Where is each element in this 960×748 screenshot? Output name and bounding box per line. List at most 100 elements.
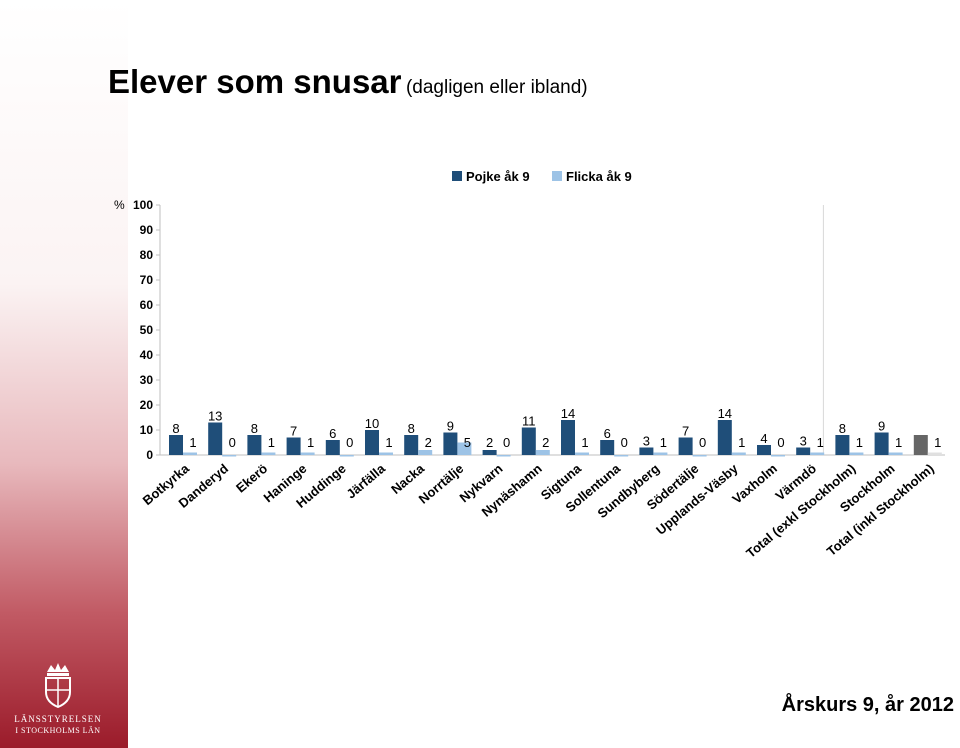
data-label-flicka: 1 (817, 435, 824, 450)
data-label-flicka: 1 (307, 435, 314, 450)
bar-pojke (443, 432, 458, 455)
legend-swatch-pojke (452, 171, 462, 181)
data-label-pojke: 3 (643, 434, 650, 449)
bar-pojke (325, 440, 340, 455)
bar-flicka (614, 455, 629, 457)
bar-flicka (457, 442, 472, 455)
bar-pojke (639, 447, 654, 455)
lansstyrelsen-logo: LÄNSSTYRELSEN I STOCKHOLMS LÄN (8, 662, 108, 735)
bar-pojke (561, 420, 575, 455)
y-tick-label: 40 (140, 348, 154, 362)
bar-flicka (300, 452, 315, 455)
data-label-flicka: 1 (268, 435, 275, 450)
data-label-pojke: 14 (561, 406, 575, 421)
data-label-pojke: 10 (365, 416, 379, 431)
bar-pojke (482, 450, 497, 455)
data-label-flicka: 0 (503, 435, 510, 450)
bar-pojke (365, 430, 379, 455)
y-tick-label: 70 (140, 273, 154, 287)
data-label-flicka: 1 (189, 435, 196, 450)
data-label-pojke: 9 (447, 419, 454, 434)
data-label-pojke: 14 (718, 406, 732, 421)
bar-pojke (757, 445, 771, 455)
data-label-flicka: 2 (542, 435, 549, 450)
bar-flicka (888, 452, 903, 455)
bar-pojke (169, 435, 183, 455)
bar-flicka (692, 455, 707, 457)
data-label-pojke: 11 (522, 414, 536, 429)
bar-flicka (222, 455, 237, 457)
footer-grade-year: Årskurs 9, år 2012 (781, 694, 954, 716)
data-label-pojke: 8 (172, 421, 179, 436)
logo-line-2: I STOCKHOLMS LÄN (15, 726, 101, 735)
bar-flicka (496, 455, 511, 457)
bar-pojke (874, 432, 889, 455)
bar-pojke (913, 435, 928, 455)
y-tick-label: 0 (146, 448, 153, 462)
y-tick-label: 60 (140, 298, 154, 312)
x-tick-label: Norrtälje (416, 461, 467, 507)
data-label-flicka: 1 (934, 435, 941, 450)
x-tick-label: Järfälla (343, 460, 388, 501)
bar-pojke (208, 422, 223, 455)
bar-flicka (418, 450, 433, 455)
title-main: Elever som snusar (108, 63, 402, 100)
y-tick-label: 30 (140, 373, 154, 387)
bar-flicka (653, 452, 668, 455)
data-label-flicka: 1 (895, 435, 902, 450)
data-label-pojke: 13 (208, 409, 222, 424)
bar-pojke (835, 435, 850, 455)
data-label-flicka: 0 (346, 435, 353, 450)
legend-swatch-flicka (552, 171, 562, 181)
data-label-pojke: 7 (290, 424, 297, 439)
data-label-pojke: 8 (917, 421, 924, 436)
data-label-flicka: 1 (856, 435, 863, 450)
y-tick-label: 80 (140, 248, 154, 262)
bar-flicka (261, 452, 276, 455)
data-label-flicka: 0 (229, 435, 236, 450)
crown-coat-of-arms-icon (45, 663, 71, 708)
data-label-pojke: 3 (800, 434, 807, 449)
bar-pojke (796, 447, 811, 455)
data-label-flicka: 1 (581, 435, 588, 450)
sidebar-band: LÄNSSTYRELSEN I STOCKHOLMS LÄN (0, 0, 128, 748)
bar-flicka (183, 452, 197, 455)
y-tick-label: 90 (140, 223, 154, 237)
logo-line-1: LÄNSSTYRELSEN (14, 714, 102, 724)
data-label-pojke: 9 (878, 419, 885, 434)
data-label-flicka: 2 (425, 435, 432, 450)
data-label-pojke: 6 (329, 426, 336, 441)
data-label-flicka: 0 (621, 435, 628, 450)
bar-pojke (286, 437, 301, 455)
data-label-pojke: 8 (251, 421, 258, 436)
data-label-flicka: 0 (699, 435, 706, 450)
bar-flicka (379, 452, 393, 455)
bar-flicka (771, 455, 785, 457)
data-label-flicka: 5 (464, 435, 471, 450)
bar-flicka (731, 452, 746, 455)
bar-pojke (678, 437, 693, 455)
data-label-pojke: 8 (839, 421, 846, 436)
data-label-pojke: 7 (682, 424, 689, 439)
data-label-flicka: 1 (660, 435, 667, 450)
bar-flicka (339, 455, 354, 457)
y-tick-label: 10 (140, 423, 154, 437)
data-label-pojke: 4 (760, 431, 767, 446)
y-tick-label: 20 (140, 398, 154, 412)
y-axis-unit-label: % (114, 198, 125, 212)
data-label-pojke: 8 (408, 421, 415, 436)
y-tick-label: 50 (140, 323, 154, 337)
slide-title: Elever som snusar (dagligen eller ibland… (108, 63, 588, 101)
bar-flicka (575, 452, 589, 455)
data-label-pojke: 2 (486, 435, 493, 450)
data-label-pojke: 6 (604, 426, 611, 441)
title-subtitle: (dagligen eller ibland) (405, 77, 588, 98)
legend-label-flicka: Flicka åk 9 (566, 169, 632, 184)
bar-pojke (717, 420, 732, 455)
bar-pojke (404, 435, 419, 455)
bar-flicka (810, 452, 825, 455)
data-label-flicka: 1 (738, 435, 745, 450)
bar-pojke (247, 435, 262, 455)
bar-flicka (535, 450, 550, 455)
